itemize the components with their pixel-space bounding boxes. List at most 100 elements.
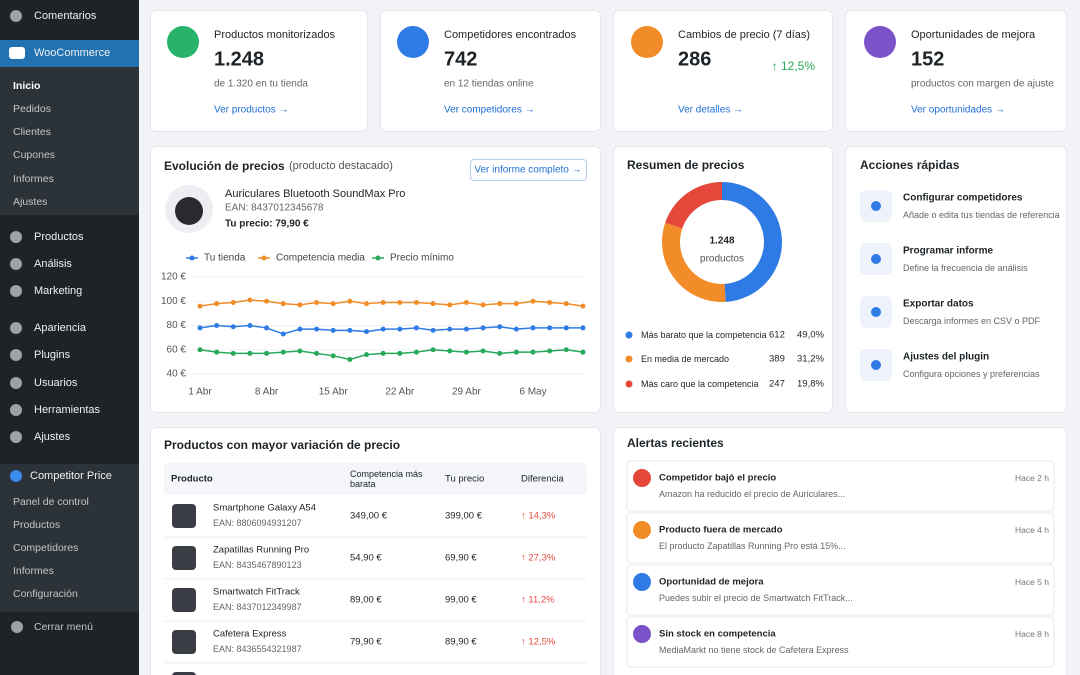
- stat-title: Oportunidades de mejora: [911, 29, 1036, 41]
- data-point: [563, 325, 569, 331]
- data-point: [264, 325, 270, 331]
- menu-item[interactable]: Competitor Price: [30, 470, 112, 482]
- submenu-item[interactable]: Ajustes: [13, 196, 48, 208]
- icon: [633, 573, 651, 591]
- product-thumb: [172, 546, 196, 570]
- data-point: [430, 301, 436, 307]
- menu-item[interactable]: Ajustes: [34, 431, 71, 443]
- menu-item[interactable]: Productos: [34, 231, 84, 243]
- data-point: [264, 298, 270, 304]
- action-title[interactable]: Programar informe: [903, 245, 994, 257]
- menu-item[interactable]: WooCommerce: [34, 47, 111, 59]
- menu-item[interactable]: Cerrar menú: [34, 621, 93, 633]
- data-point: [380, 350, 386, 356]
- icon: [633, 469, 651, 487]
- action-title[interactable]: Configurar competidores: [903, 192, 1023, 204]
- y-tick-label: 100 €: [161, 296, 186, 307]
- menu-item[interactable]: Comentarios: [34, 10, 97, 22]
- submenu-item[interactable]: Informes: [13, 565, 54, 577]
- button-label[interactable]: Ver informe completo →: [474, 164, 582, 176]
- alert-title: Competidor bajó el precio: [659, 472, 777, 484]
- icon: [9, 47, 25, 59]
- menu-item[interactable]: Apariencia: [34, 322, 86, 334]
- alert-time: Hace 8 h: [1014, 629, 1049, 639]
- menu-item[interactable]: Análisis: [34, 258, 72, 270]
- product-ean: EAN: 8806094931207: [213, 518, 302, 528]
- series-line: [199, 348, 584, 361]
- menu-item[interactable]: Marketing: [34, 285, 83, 297]
- data-point: [547, 325, 553, 331]
- stat-link[interactable]: Ver productos →: [214, 104, 289, 116]
- product-name: Cafetera Express: [213, 628, 287, 640]
- stat-link[interactable]: Ver detalles →: [678, 104, 744, 116]
- cell: 79,90 €: [350, 636, 382, 648]
- data-point: [463, 326, 469, 332]
- stat-link[interactable]: Ver competidores →: [444, 104, 535, 116]
- legend-label: En media de mercado: [641, 354, 730, 364]
- stat-link[interactable]: Ver oportunidades →: [911, 104, 1005, 116]
- data-point: [447, 348, 453, 354]
- menu-item[interactable]: Herramientas: [34, 404, 101, 416]
- submenu-item[interactable]: Panel de control: [13, 496, 89, 508]
- product-ean: EAN: 8435467890123: [213, 560, 302, 570]
- product-thumb: [172, 504, 196, 528]
- data-point: [480, 302, 486, 308]
- data-point: [580, 349, 586, 355]
- menu-item[interactable]: Usuarios: [34, 377, 78, 389]
- data-point: [580, 325, 586, 331]
- submenu-item[interactable]: Configuración: [13, 588, 78, 600]
- product-thumb: [172, 588, 196, 612]
- cell: 99,00 €: [445, 594, 477, 606]
- pie-segment: [665, 182, 722, 229]
- icon: [167, 26, 199, 58]
- action-desc: Configura opciones y preferencias: [903, 369, 1040, 379]
- icon: [10, 231, 22, 243]
- data-point: [314, 299, 320, 305]
- table-header: [164, 463, 587, 495]
- data-point: [347, 327, 353, 333]
- action-title[interactable]: Exportar datos: [903, 298, 974, 310]
- stat-note: en 12 tiendas online: [444, 78, 534, 90]
- report-button[interactable]: [470, 159, 587, 181]
- submenu-item[interactable]: Inicio: [13, 80, 41, 92]
- table-header: Competencia más barata: [350, 469, 423, 489]
- alert-time: Hace 4 h: [1014, 525, 1049, 535]
- data-point: [513, 326, 519, 332]
- x-tick-label: 1 Abr: [188, 387, 212, 398]
- legend-dot: [625, 380, 633, 388]
- data-point: [197, 303, 203, 309]
- alert-title: Sin stock en competencia: [659, 628, 776, 640]
- alert-box: [626, 564, 1055, 616]
- submenu-item[interactable]: Cupones: [13, 149, 56, 161]
- icon: [10, 285, 22, 297]
- data-point: [463, 299, 469, 305]
- y-tick-label: 60 €: [167, 344, 187, 355]
- stat-note: de 1.320 en tu tienda: [214, 78, 308, 90]
- alert-title: Producto fuera de mercado: [659, 524, 783, 536]
- stat-value: 152: [911, 48, 945, 71]
- menu-item[interactable]: Plugins: [34, 349, 71, 361]
- data-point: [230, 324, 236, 330]
- submenu-item[interactable]: Competidores: [13, 542, 79, 554]
- cell: ↑ 14,3%: [521, 510, 556, 522]
- cell: 89,00 €: [350, 594, 382, 606]
- x-tick-label: 15 Abr: [319, 387, 349, 398]
- data-point: [264, 350, 270, 356]
- legend-label: Precio mínimo: [390, 253, 454, 264]
- cell: ↑ 27,3%: [521, 552, 556, 564]
- stat-title: Cambios de precio (7 días): [678, 29, 811, 41]
- icon: [871, 201, 881, 211]
- card-subtitle: (producto destacado): [289, 160, 393, 172]
- data-point: [280, 331, 286, 337]
- submenu-item[interactable]: Informes: [13, 173, 54, 185]
- y-tick-label: 40 €: [167, 369, 187, 380]
- product-image: [175, 197, 203, 225]
- data-point: [280, 301, 286, 307]
- action-title[interactable]: Ajustes del plugin: [903, 351, 990, 363]
- submenu-item[interactable]: Pedidos: [13, 103, 51, 115]
- submenu-item[interactable]: Productos: [13, 519, 61, 531]
- submenu: [0, 67, 139, 215]
- submenu-item[interactable]: Clientes: [13, 126, 51, 138]
